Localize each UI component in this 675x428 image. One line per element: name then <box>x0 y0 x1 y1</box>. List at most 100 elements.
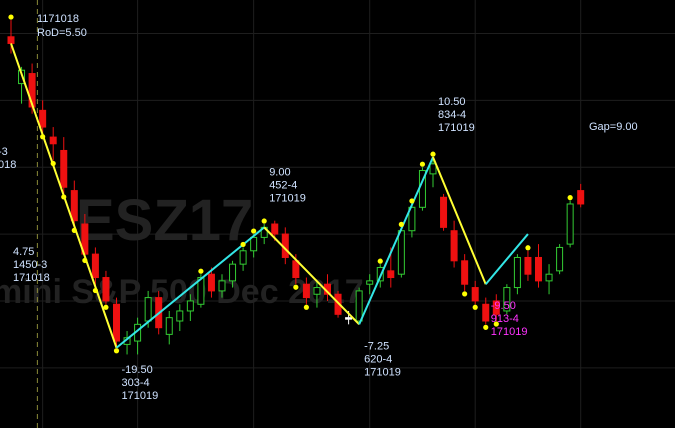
swing-dot <box>419 161 426 167</box>
candle-body <box>387 270 395 279</box>
candle-body <box>566 203 574 245</box>
swing-dot <box>40 134 46 140</box>
candle-body <box>207 273 215 292</box>
candle-body <box>345 317 353 320</box>
swing-dot <box>82 257 88 264</box>
swing-label-line: 171019 <box>491 326 528 338</box>
swing-dot <box>493 321 499 327</box>
zigzag-segment <box>484 233 529 285</box>
swing-dot <box>293 284 299 290</box>
swing-label-line: -3 <box>0 146 8 158</box>
candle-body <box>165 317 173 335</box>
zigzag-segment <box>115 226 265 349</box>
candle-body <box>355 290 363 322</box>
swing-dot <box>567 195 573 201</box>
swing-label-line: 452-4 <box>269 179 297 191</box>
candle-body <box>577 190 585 205</box>
gap-label: Gap=9.00 <box>589 121 638 133</box>
candle-body <box>239 250 247 265</box>
swing-label-line: -9.50 <box>491 300 516 312</box>
candle-body <box>271 223 279 235</box>
candle-body <box>524 256 532 275</box>
candle-body <box>513 256 521 289</box>
swing-dot <box>8 14 14 20</box>
candle-body <box>302 283 310 299</box>
candle-body <box>250 236 258 252</box>
swing-label-line: 171019 <box>122 390 159 402</box>
swing-label-line: 171019 <box>438 122 475 134</box>
swing-dot <box>50 160 56 167</box>
candle-body <box>197 277 205 305</box>
swing-label-line: 620-4 <box>364 353 392 365</box>
candle-body <box>556 246 564 272</box>
swing-dot <box>483 324 489 330</box>
candle-body <box>492 300 500 315</box>
swing-label-line: -7.25 <box>364 340 389 352</box>
swing-label-line: 171019 <box>364 366 401 378</box>
watermark-symbol: ESZ17 <box>76 188 253 253</box>
candle-body <box>176 310 184 322</box>
swing-dots-layer <box>8 14 573 354</box>
swing-dot <box>198 268 204 274</box>
candle-body <box>144 297 152 322</box>
candle-body <box>292 260 300 279</box>
candle-body <box>545 273 553 282</box>
zigzag-segment <box>358 156 434 325</box>
swing-dot <box>113 348 120 354</box>
candle-body <box>440 196 448 228</box>
swing-dot <box>103 304 109 310</box>
swing-dot <box>462 291 468 297</box>
swing-dot <box>398 221 404 227</box>
candle-body <box>429 163 437 175</box>
swing-label-line: 834-4 <box>438 109 466 121</box>
swing-dot <box>525 245 531 251</box>
zigzag-segment <box>432 156 487 285</box>
header-line2: RoD=5.50 <box>37 27 87 39</box>
candle-body <box>7 36 15 44</box>
swing-dot <box>71 227 77 233</box>
swing-dot <box>303 304 309 310</box>
swing-label-line: 018 <box>0 159 16 171</box>
swing-label-line: 9.00 <box>269 166 290 178</box>
swing-label-line: 913-4 <box>491 313 519 325</box>
candle-body <box>366 280 374 285</box>
swing-dot <box>472 304 478 310</box>
candle-body <box>461 260 469 285</box>
candle-body <box>39 109 47 128</box>
candle-body <box>218 280 226 292</box>
candle-body <box>334 293 342 315</box>
candle-body <box>102 277 110 302</box>
candle-body <box>186 300 194 312</box>
swing-dot <box>409 198 415 204</box>
candle-body <box>91 253 99 279</box>
swing-dot <box>61 194 67 200</box>
swing-label-line: 4.75 <box>13 246 34 258</box>
swing-dot <box>251 228 257 234</box>
candle-body <box>397 230 405 275</box>
candle-body <box>503 287 511 312</box>
swing-label-line: 171018 <box>13 272 50 284</box>
swing-label-line: 10.50 <box>438 96 466 108</box>
swing-dot <box>430 151 436 157</box>
swing-label-line: -19.50 <box>122 364 153 376</box>
candle-body <box>229 263 237 282</box>
candle-body <box>471 287 479 302</box>
candle-body <box>70 190 78 222</box>
candle-body <box>49 136 57 145</box>
candle-body <box>450 230 458 262</box>
swing-labels-layer: -30184.751450-3171018-19.50303-41710199.… <box>0 96 527 402</box>
swing-label-line: 171019 <box>269 192 306 204</box>
header-line1: 1171018 <box>37 13 79 25</box>
swing-dot <box>240 241 246 248</box>
zigzag-segment <box>263 226 360 326</box>
swing-dot <box>261 218 267 224</box>
swing-dot <box>377 258 383 264</box>
swing-dot <box>92 287 98 294</box>
candle-body <box>113 303 120 342</box>
swing-label-line: 1450-3 <box>13 259 47 271</box>
candle-body <box>60 149 68 188</box>
swing-label-line: 303-4 <box>122 377 150 389</box>
candle-body <box>482 303 490 322</box>
